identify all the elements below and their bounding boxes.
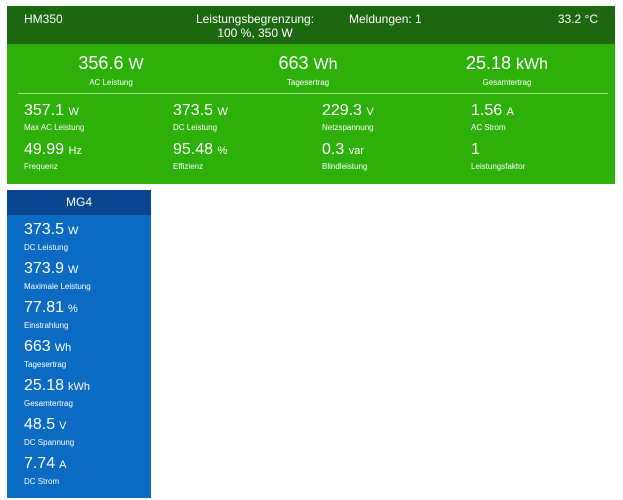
stat-value: 663 (24, 338, 51, 355)
stat-label: DC Strom (24, 477, 60, 486)
main-stat-unit: W (128, 56, 144, 73)
string-stat-total-yield: 25.18 kWh Gesamtertrag (24, 377, 90, 409)
power-limit-value: 100 %, 350 W (217, 26, 293, 40)
stat-unit: W (68, 225, 79, 237)
stat-unit: var (348, 145, 364, 157)
stat-reactive-power: 0.3 var Blindleistung (322, 141, 367, 172)
main-stat-unit: kWh (516, 56, 549, 73)
stat-dc-power: 373.5 W DC Leistung (173, 102, 228, 133)
stat-unit: V (59, 420, 67, 432)
stat-unit: A (59, 459, 67, 471)
stat-frequency: 49.99 Hz Frequenz (24, 141, 82, 172)
stat-value: 373.5 (173, 102, 214, 119)
string-stat-max-power: 373.9 W Maximale Leistung (24, 260, 91, 292)
stat-power-factor: 1 Leistungsfaktor (471, 141, 525, 172)
string-name: MG4 (7, 190, 151, 215)
inverter-card: HM350 Leistungsbegrenzung: 100 %, 350 W … (7, 6, 615, 184)
power-limit-label: Leistungsbegrenzung: (195, 12, 315, 26)
string-card: MG4 373.5 W DC Leistung 373.9 W Maximale L… (7, 190, 151, 498)
stat-unit: V (366, 106, 374, 118)
stat-label: Einstrahlung (24, 321, 69, 330)
stat-label: Blindleistung (322, 162, 368, 171)
main-stat-unit: Wh (313, 56, 338, 73)
stat-label: Frequenz (24, 162, 58, 171)
stat-unit: Hz (68, 145, 82, 157)
stat-value: 7.74 (24, 455, 56, 472)
main-stat-total-yield: 25.18 kWh Gesamtertrag (427, 52, 587, 89)
stat-value: 48.5 (24, 416, 56, 433)
stat-label: Tagesertrag (24, 360, 67, 369)
main-stat-ac-power: 356.6 W AC Leistung (31, 52, 191, 89)
inverter-name: HM350 (24, 12, 63, 26)
stat-value: 373.9 (24, 260, 65, 277)
stat-label: Maximale Leistung (24, 282, 91, 291)
string-stat-daily-yield: 663 Wh Tagesertrag (24, 338, 71, 370)
power-limit: Leistungsbegrenzung: 100 %, 350 W (175, 12, 335, 40)
stat-unit: W (68, 264, 79, 276)
messages-count[interactable]: Meldungen: 1 (349, 12, 422, 26)
main-stat-label: Tagesertrag (286, 78, 330, 87)
stat-unit: A (506, 106, 514, 118)
stat-label: DC Leistung (24, 243, 69, 252)
main-stat-label: Gesamtertrag (482, 78, 532, 87)
stat-value: 1.56 (471, 102, 503, 119)
string-stat-irradiation: 77.81% Einstrahlung (24, 299, 78, 331)
stat-unit: kWh (68, 381, 91, 393)
stat-label: AC Strom (471, 123, 506, 132)
stat-label: Leistungsfaktor (471, 162, 526, 171)
stat-unit: % (68, 303, 78, 315)
stat-value: 49.99 (24, 141, 65, 158)
stat-value: 0.3 (322, 141, 345, 158)
main-stat-value: 25.18 (465, 53, 512, 73)
divider (18, 93, 608, 94)
stat-label: Gesamtertrag (24, 399, 73, 408)
stat-value: 373.5 (24, 221, 65, 238)
main-stat-value: 356.6 (78, 53, 124, 73)
stat-unit: W (217, 106, 228, 118)
string-stat-dc-power: 373.5 W DC Leistung (24, 221, 78, 253)
main-stat-daily-yield: 663 Wh Tagesertrag (228, 52, 388, 89)
main-stat-label: AC Leistung (89, 78, 133, 87)
stat-label: Max AC Leistung (24, 123, 85, 132)
stat-label: Netzspannung (322, 123, 374, 132)
inverter-temperature: 33.2 °C (557, 12, 598, 26)
stat-label: DC Spannung (24, 438, 75, 447)
string-stat-dc-current: 7.74 A DC Strom (24, 455, 66, 487)
stat-value: 357.1 (24, 102, 65, 119)
stat-grid-voltage: 229.3 V Netzspannung (322, 102, 374, 133)
stat-unit: % (217, 145, 228, 157)
stat-value: 229.3 (322, 102, 363, 119)
stat-efficiency: 95.48 % Effizienz (173, 141, 227, 172)
stat-unit: W (68, 106, 79, 118)
string-stat-dc-voltage: 48.5 V DC Spannung (24, 416, 74, 448)
stat-ac-current: 1.56 A AC Strom (471, 102, 514, 133)
stat-max-ac-power: 357.1 W Max AC Leistung (24, 102, 84, 133)
stat-unit: Wh (54, 342, 72, 354)
stat-value: 95.48 (173, 141, 214, 158)
stat-label: Effizienz (173, 162, 204, 171)
stat-value: 77.81 (24, 299, 65, 316)
stat-label: DC Leistung (173, 123, 218, 132)
stat-value: 1 (471, 141, 480, 158)
stat-value: 25.18 (24, 377, 65, 394)
inverter-header: HM350 Leistungsbegrenzung: 100 %, 350 W … (7, 6, 615, 44)
main-stat-value: 663 (278, 53, 309, 73)
